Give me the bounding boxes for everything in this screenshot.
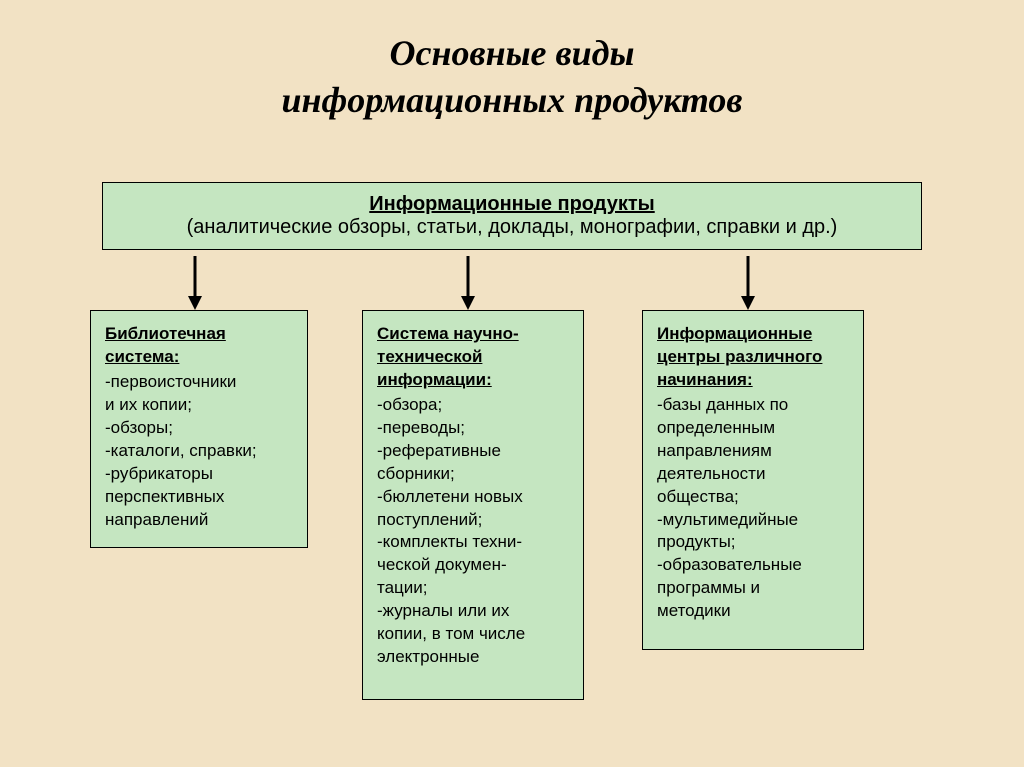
- sub-box-3-title: Информационные центры различного начинан…: [657, 323, 849, 392]
- sub-box-3: Информационные центры различного начинан…: [642, 310, 864, 650]
- sub-box-2-items: -обзора; -переводы; -реферативные сборни…: [377, 395, 525, 666]
- top-box-title: Информационные продукты: [369, 193, 654, 215]
- title-line-1: Основные виды: [390, 33, 635, 73]
- arrow-1: [185, 256, 205, 310]
- sub-box-1-title: Библиотечная система:: [105, 323, 293, 369]
- sub-box-1: Библиотечная система: -первоисточники и …: [90, 310, 308, 548]
- slide: Основные виды информационных продуктов И…: [0, 0, 1024, 767]
- sub-box-2: Система научно-технической информации: -…: [362, 310, 584, 700]
- title-line-2: информационных продуктов: [282, 80, 743, 120]
- sub-box-3-items: -базы данных по определенным направления…: [657, 395, 802, 620]
- sub-box-2-title: Система научно-технической информации:: [377, 323, 569, 392]
- arrow-3: [738, 256, 758, 310]
- sub-box-1-items: -первоисточники и их копии; -обзоры; -ка…: [105, 372, 257, 529]
- slide-title: Основные виды информационных продуктов: [0, 0, 1024, 124]
- top-box: Информационные продукты (аналитические о…: [102, 182, 922, 250]
- top-box-subtitle: (аналитические обзоры, статьи, доклады, …: [187, 216, 838, 238]
- arrow-2: [458, 256, 478, 310]
